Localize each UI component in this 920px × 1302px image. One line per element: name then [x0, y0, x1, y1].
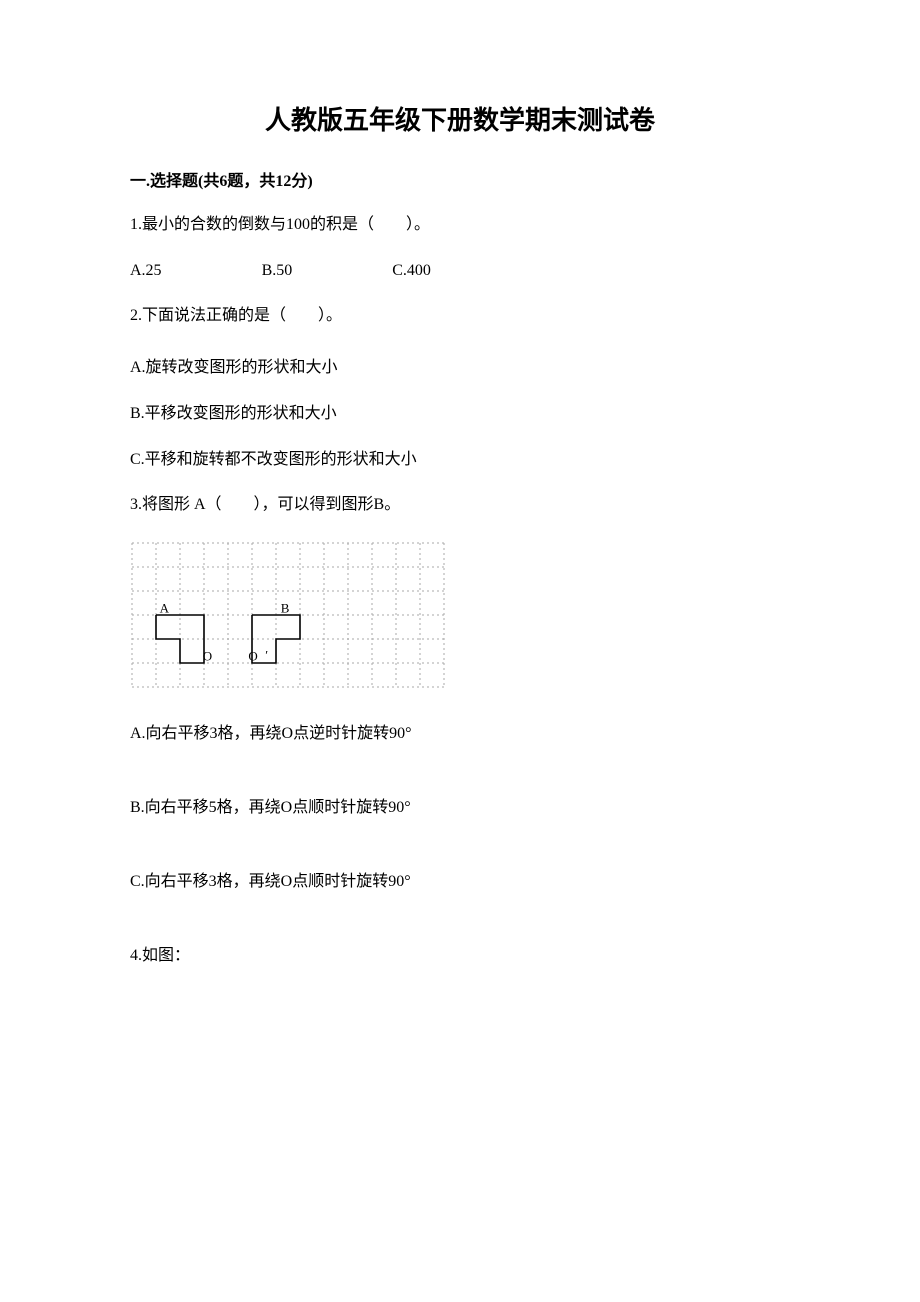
q1-option-a: A.25 [130, 262, 162, 280]
question-3: 3.将图形 A（ ），可以得到图形B。 [130, 491, 790, 520]
question-1-options: A.25 B.50 C.400 [130, 262, 790, 280]
grid-diagram: A O B O ′ [130, 541, 790, 689]
page-title: 人教版五年级下册数学期末测试卷 [130, 100, 790, 137]
q2-option-c: C.平移和旋转都不改变图形的形状和大小 [130, 445, 790, 469]
question-2: 2.下面说法正确的是（ ）。 [130, 302, 790, 331]
q1-option-c: C.400 [392, 262, 431, 280]
svg-text:A: A [160, 601, 170, 616]
q1-option-b: B.50 [262, 262, 293, 280]
q2-option-a: A.旋转改变图形的形状和大小 [130, 353, 790, 377]
svg-text:B: B [281, 601, 290, 616]
svg-text:O: O [203, 649, 212, 664]
q3-option-c: C.向右平移3格，再绕O点顺时针旋转90° [130, 867, 790, 891]
q3-option-a: A.向右平移3格，再绕O点逆时针旋转90° [130, 719, 790, 743]
grid-svg: A O B O ′ [130, 541, 446, 689]
q2-option-b: B.平移改变图形的形状和大小 [130, 399, 790, 423]
section-header: 一.选择题(共6题，共12分) [130, 167, 790, 191]
q3-option-b: B.向右平移5格，再绕O点顺时针旋转90° [130, 793, 790, 817]
svg-text:′: ′ [265, 648, 268, 663]
question-1: 1.最小的合数的倒数与100的积是（ ）。 [130, 211, 790, 240]
svg-text:O: O [248, 649, 257, 664]
question-4: 4.如图： [130, 941, 790, 965]
